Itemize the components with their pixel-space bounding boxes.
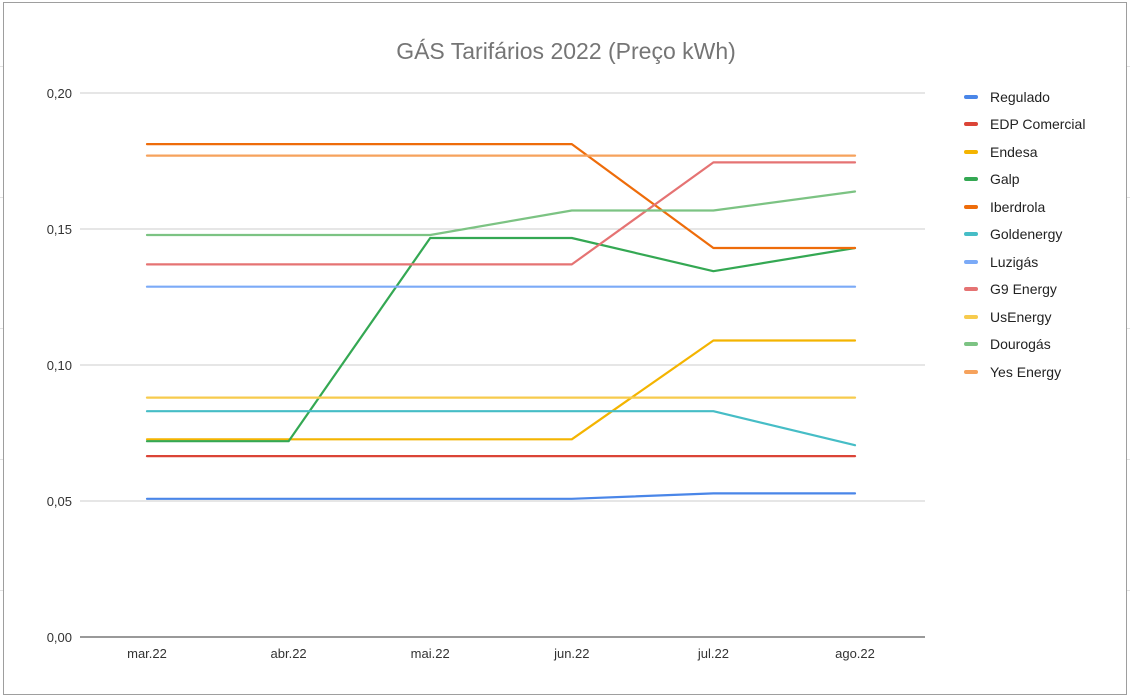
- legend-item: Goldenergy: [964, 221, 1085, 249]
- chart-title: GÁS Tarifários 2022 (Preço kWh): [396, 38, 736, 64]
- line-chart: GÁS Tarifários 2022 (Preço kWh) 0,00 0,05…: [47, 38, 925, 661]
- legend-label: Endesa: [990, 143, 1038, 160]
- legend-item: Regulado: [964, 83, 1085, 111]
- chart-legend: Regulado EDP Comercial Endesa Galp Iberdrola…: [964, 83, 1085, 386]
- legend-label: UsEnergy: [990, 308, 1052, 325]
- y-tick-label: 0,20: [47, 86, 72, 101]
- gridlines: [80, 92, 925, 502]
- legend-item: Galp: [964, 166, 1085, 194]
- x-tick-label: mar.22: [127, 646, 167, 661]
- x-tick-label: mai.22: [411, 646, 450, 661]
- legend-item: EDP Comercial: [964, 111, 1085, 139]
- legend-swatch: [964, 314, 978, 319]
- series-line-g9-energy: [145, 161, 857, 266]
- series-line-iberdrola: [145, 143, 857, 250]
- legend-label: G9 Energy: [990, 281, 1057, 298]
- legend-label: Regulado: [990, 88, 1050, 105]
- legend-swatch: [964, 94, 978, 99]
- legend-item: Luzigás: [964, 248, 1085, 276]
- legend-label: Galp: [990, 171, 1020, 188]
- legend-label: Iberdrola: [990, 198, 1046, 215]
- x-tick-label: jun.22: [553, 646, 589, 661]
- x-tick-label: jul.22: [697, 646, 729, 661]
- legend-label: Goldenergy: [990, 226, 1063, 243]
- y-tick-label: 0,05: [47, 494, 72, 509]
- legend-label: EDP Comercial: [990, 116, 1086, 133]
- legend-swatch: [964, 259, 978, 264]
- legend-swatch: [964, 232, 978, 237]
- legend-label: Yes Energy: [990, 363, 1062, 380]
- legend-swatch: [964, 369, 978, 374]
- legend-swatch: [964, 204, 978, 209]
- series-line-dourog-s: [145, 190, 857, 237]
- x-tick-label: ago.22: [835, 646, 875, 661]
- y-tick-label: 0,10: [47, 358, 72, 373]
- series-line-goldenergy: [145, 410, 857, 447]
- legend-item: G9 Energy: [964, 276, 1085, 304]
- legend-item: Endesa: [964, 138, 1085, 166]
- legend-swatch: [964, 177, 978, 182]
- legend-label: Dourogás: [990, 336, 1051, 353]
- x-tick-label: abr.22: [271, 646, 307, 661]
- legend-item: Dourogás: [964, 331, 1085, 359]
- legend-swatch: [964, 287, 978, 292]
- series-line-regulado: [145, 492, 857, 500]
- legend-item: Iberdrola: [964, 193, 1085, 221]
- series-lines: [145, 143, 857, 500]
- legend-item: UsEnergy: [964, 303, 1085, 331]
- chart-container[interactable]: GÁS Tarifários 2022 (Preço kWh) 0,00 0,05…: [3, 2, 1127, 695]
- legend-swatch: [964, 149, 978, 154]
- legend-swatch: [964, 342, 978, 347]
- y-tick-label: 0,15: [47, 222, 72, 237]
- legend-swatch: [964, 122, 978, 127]
- axes: 0,00 0,05 0,10 0,15 0,20 mar.22 abr.22 mai.22 ju…: [47, 86, 925, 661]
- legend-item: Yes Energy: [964, 358, 1085, 386]
- series-line-endesa: [145, 339, 857, 441]
- legend-label: Luzigás: [990, 253, 1039, 270]
- y-tick-label: 0,00: [47, 630, 72, 645]
- series-line-galp: [145, 236, 857, 443]
